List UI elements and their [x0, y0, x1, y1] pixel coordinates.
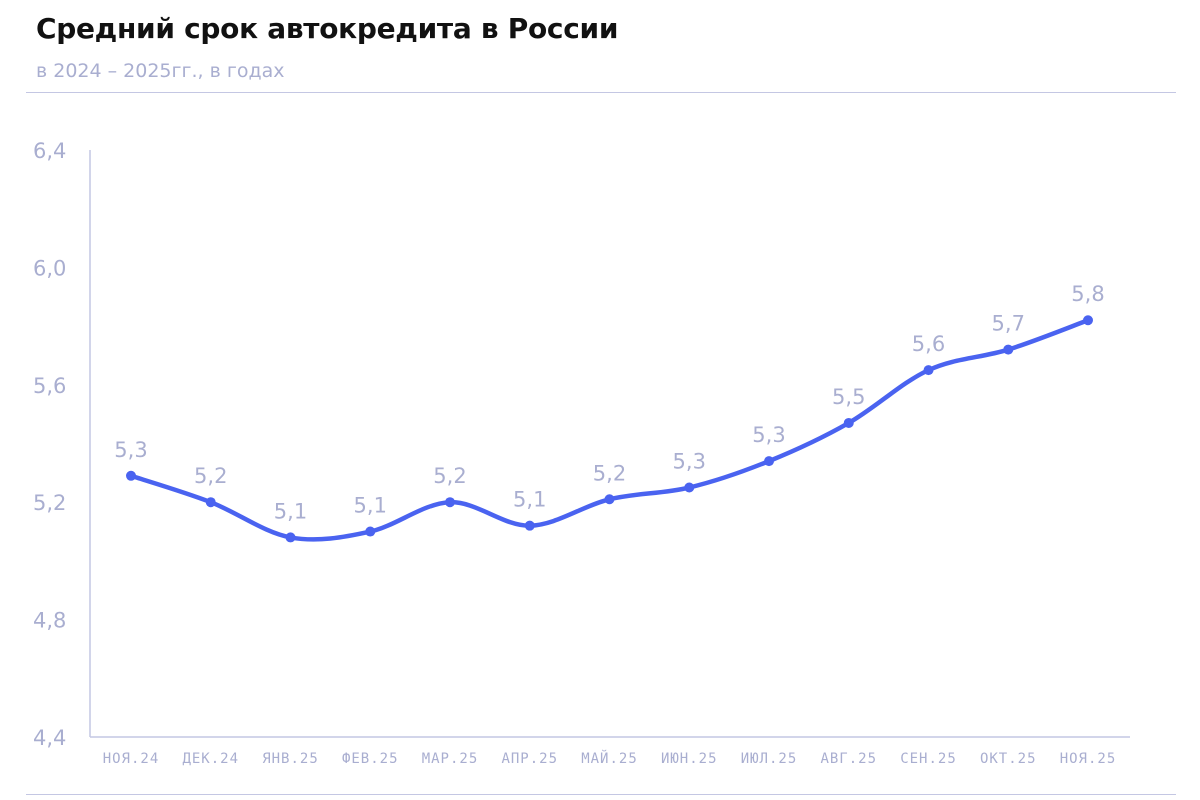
data-label: 5,5 [832, 385, 865, 409]
data-point [126, 470, 136, 481]
data-point [285, 532, 296, 543]
data-label: 5,6 [912, 332, 945, 356]
x-tick-label: ИЮН.25 [661, 751, 718, 767]
x-tick-label: ИЮЛ.25 [741, 751, 798, 767]
y-tick-label: 6,4 [33, 139, 66, 163]
data-point [205, 497, 216, 508]
x-tick-label: НОЯ.25 [1060, 751, 1117, 767]
series-line-group [126, 315, 1093, 543]
x-tick-label: ФЕВ.25 [342, 751, 399, 767]
data-label: 5,1 [513, 488, 546, 512]
y-tick-label: 5,2 [33, 491, 66, 515]
data-label: 5,2 [433, 464, 466, 488]
x-tick-label: ОКТ.25 [980, 751, 1037, 767]
y-tick-label: 4,4 [33, 726, 66, 750]
data-point [445, 497, 455, 508]
x-tick-label: НОЯ.24 [103, 751, 160, 767]
footer-divider [26, 794, 1176, 795]
data-labels: 5,3 5,2 5,1 5,1 5,2 5,1 5,2 5,3 5,3 5,5 5,6 5,7 5,8 [114, 282, 1104, 523]
data-point [923, 365, 934, 376]
data-point [365, 526, 376, 537]
data-point [1003, 344, 1014, 355]
y-tick-label: 5,6 [33, 374, 66, 398]
data-point [524, 520, 535, 531]
data-label: 5,1 [274, 499, 307, 523]
x-tick-label: МАР.25 [422, 751, 479, 767]
x-tick-label: МАЙ.25 [581, 749, 638, 767]
data-label: 5,7 [992, 312, 1025, 336]
data-point [684, 482, 695, 493]
x-tick-label: АВГ.25 [820, 751, 877, 767]
data-point [843, 417, 854, 428]
x-tick-label: АПР.25 [501, 751, 558, 767]
data-point [764, 456, 774, 467]
x-tick-label: ДЕК.24 [182, 751, 239, 767]
y-axis: 6,4 6,0 5,6 5,2 4,8 4,4 [33, 139, 91, 750]
x-tick-label: СЕН.25 [900, 751, 957, 767]
data-label: 5,3 [752, 423, 785, 447]
data-point [604, 494, 615, 505]
data-label: 5,2 [194, 464, 227, 488]
header-divider [26, 92, 1176, 93]
x-tick-label: ЯНВ.25 [262, 751, 319, 767]
data-label: 5,3 [673, 450, 706, 474]
y-tick-label: 6,0 [33, 256, 66, 280]
data-label: 5,3 [114, 438, 147, 462]
x-axis: НОЯ.24 ДЕК.24 ЯНВ.25 ФЕВ.25 МАР.25 АПР.25 МАЙ.… [90, 736, 1130, 767]
data-label: 5,8 [1071, 282, 1104, 306]
chart-title: Средний срок автокредита в России [36, 12, 619, 45]
chart-subtitle: в 2024 – 2025гг., в годах [36, 60, 285, 82]
data-label: 5,1 [354, 494, 387, 518]
y-tick-label: 4,8 [33, 609, 66, 633]
data-point [1083, 315, 1093, 326]
data-label: 5,2 [593, 461, 626, 485]
